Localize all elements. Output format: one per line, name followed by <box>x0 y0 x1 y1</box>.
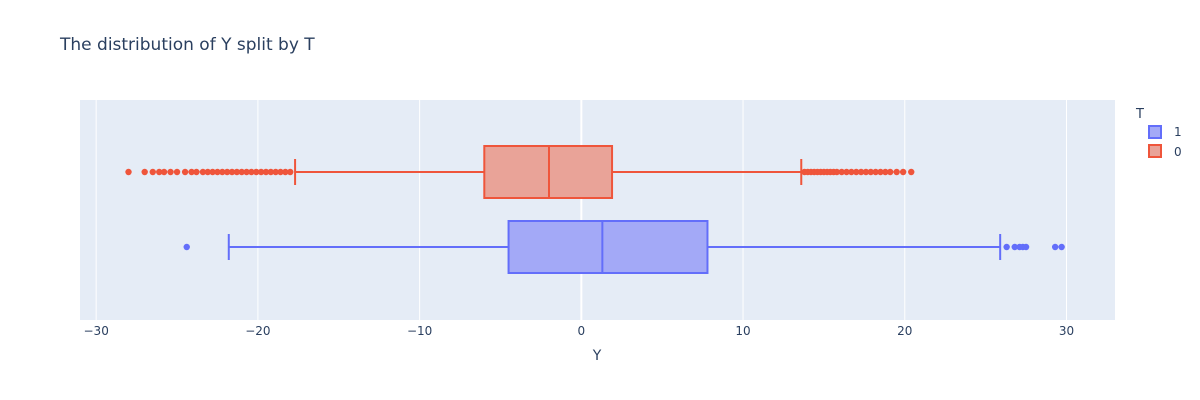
outlier-point <box>199 168 207 176</box>
legend-swatch-1 <box>1148 125 1162 139</box>
box-series-0 <box>125 145 915 199</box>
outlier-point <box>872 168 879 176</box>
outlier-point <box>1011 243 1018 251</box>
outlier-point <box>262 168 270 176</box>
outlier-point <box>282 168 289 176</box>
outlier-point <box>253 168 260 176</box>
outlier-point <box>214 168 221 176</box>
x-tick-label: −30 <box>84 324 109 338</box>
outlier-point <box>160 168 168 176</box>
legend-label-0: 0 <box>1174 145 1182 159</box>
outlier-point <box>857 168 865 176</box>
outlier-point <box>219 168 226 176</box>
outlier-point <box>248 168 255 176</box>
outlier-point <box>853 168 860 176</box>
outlier-point <box>267 168 275 176</box>
outlier-point <box>272 168 279 176</box>
x-tick-label: −10 <box>407 324 432 338</box>
outlier-point <box>893 168 900 176</box>
outlier-point <box>149 168 156 176</box>
outlier-point <box>1022 243 1030 251</box>
outlier-point <box>193 168 200 176</box>
outlier-point <box>838 168 845 176</box>
series-layer <box>125 145 1065 274</box>
outlier-point <box>188 168 195 176</box>
x-tick-label: 10 <box>735 324 750 338</box>
legend-item-1[interactable]: 1 <box>1148 125 1182 139</box>
legend-title: T <box>1135 107 1144 122</box>
x-axis-ticks: −30 −20 −10 0 10 20 30 <box>84 324 1075 338</box>
outlier-point <box>141 168 148 176</box>
outlier-point <box>1003 243 1010 251</box>
outlier-point <box>877 168 884 176</box>
gridlines <box>95 100 1067 320</box>
x-tick-label: 20 <box>897 324 912 338</box>
x-axis-title: Y <box>592 348 602 364</box>
outlier-point <box>209 168 216 176</box>
outlier-point <box>228 168 236 176</box>
outlier-point <box>899 168 907 176</box>
outlier-point <box>204 168 211 176</box>
outlier-point <box>1051 243 1059 251</box>
outlier-point <box>1058 243 1065 251</box>
x-tick-label: 0 <box>578 324 586 338</box>
outlier-point <box>167 168 174 176</box>
legend-item-0[interactable]: 0 <box>1148 144 1182 159</box>
outlier-point <box>183 243 190 251</box>
outlier-point <box>238 168 245 176</box>
outlier-point <box>862 168 870 176</box>
outlier-point <box>125 168 132 176</box>
box-series-1 <box>183 220 1065 274</box>
outlier-point <box>243 168 250 176</box>
outlier-point <box>882 168 889 176</box>
outlier-point <box>233 168 241 176</box>
outlier-point <box>277 168 284 176</box>
outlier-point <box>867 168 875 176</box>
iqr-box <box>507 220 709 274</box>
outlier-point <box>908 168 915 176</box>
outlier-point <box>848 168 855 176</box>
outlier-point <box>223 168 231 176</box>
outlier-point <box>843 168 850 176</box>
legend-label-1: 1 <box>1174 125 1182 139</box>
outlier-point <box>156 168 163 176</box>
outlier-point <box>257 168 265 176</box>
chart-title: The distribution of Y split by T <box>59 35 315 55</box>
outlier-point <box>173 168 181 176</box>
outlier-point <box>833 168 841 176</box>
x-tick-label: 30 <box>1059 324 1074 338</box>
outlier-point <box>287 168 294 176</box>
legend: T 1 0 <box>1135 107 1182 159</box>
plot-area <box>80 100 1115 320</box>
legend-swatch-0 <box>1148 144 1162 158</box>
outlier-point <box>887 168 894 176</box>
x-tick-label: −20 <box>245 324 270 338</box>
outlier-point <box>181 168 189 176</box>
